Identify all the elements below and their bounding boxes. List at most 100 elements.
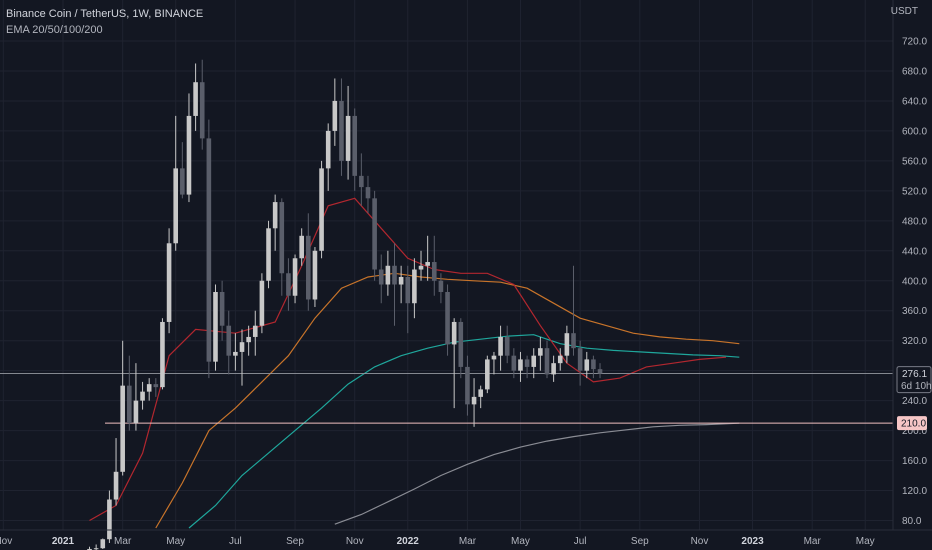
support-price-label: 210.0 <box>901 419 926 430</box>
candle <box>332 78 338 146</box>
candle-body <box>398 277 404 285</box>
time-tick-label: Jul <box>574 536 587 547</box>
candle-body <box>557 355 563 364</box>
candle-body <box>431 262 437 281</box>
price-tick-label: 480.0 <box>902 216 927 227</box>
symbol-title[interactable]: Binance Coin / TetherUS, 1W, BINANCE <box>6 8 204 20</box>
current-price-badge <box>896 366 932 394</box>
indicator-legend[interactable]: EMA 20/50/100/200 <box>6 24 103 36</box>
time-tick-label: Nov <box>346 536 364 547</box>
candle-body <box>438 280 444 292</box>
time-tick-label: Mar <box>804 536 822 547</box>
candle <box>345 85 351 180</box>
candle <box>412 258 417 319</box>
candle <box>259 273 265 334</box>
candle <box>597 363 603 379</box>
price-tick-label: 640.0 <box>902 96 927 107</box>
time-axis: Nov 2021 Mar May Jul Sep Nov 2022 Mar May Jul Sep No… <box>0 529 932 547</box>
time-tick-label: Sep <box>631 536 649 547</box>
candle-body <box>491 355 497 360</box>
price-unit-label: USDT <box>890 6 918 17</box>
candle <box>113 438 119 506</box>
candle-body <box>458 321 464 367</box>
price-tick-label: 680.0 <box>902 66 927 77</box>
candle <box>538 336 543 371</box>
candle-body <box>206 138 212 362</box>
candle <box>524 355 530 379</box>
price-tick-label: 240.0 <box>902 396 927 407</box>
candle <box>418 250 424 281</box>
candle-body <box>93 548 99 550</box>
candle-body <box>564 333 570 356</box>
candle <box>438 273 444 304</box>
time-tick-label: Mar <box>459 536 477 547</box>
candle-body <box>306 235 311 300</box>
candle <box>352 108 358 191</box>
candle <box>445 284 450 356</box>
candle <box>246 325 251 356</box>
current-price-label: 276.1 <box>902 369 927 380</box>
candle-body <box>87 548 92 550</box>
time-tick-label: 2021 <box>52 536 75 547</box>
candle-body <box>538 348 543 356</box>
candle-body <box>385 265 391 285</box>
candle-body <box>140 391 145 401</box>
candle <box>319 160 324 259</box>
candle-body <box>392 265 397 285</box>
candle <box>312 247 318 307</box>
price-tick-label: 560.0 <box>902 156 927 167</box>
time-tick-label: Jul <box>229 536 242 547</box>
candle <box>180 142 185 199</box>
candle <box>306 213 311 311</box>
time-tick-label: May <box>511 536 530 547</box>
candle <box>140 381 145 410</box>
candle-body <box>312 250 318 300</box>
candle <box>584 351 590 379</box>
time-tick-label: Nov <box>0 536 12 547</box>
candle-body <box>180 168 185 195</box>
candle-body <box>405 277 411 304</box>
candle <box>511 348 517 379</box>
candle-body <box>511 355 517 371</box>
price-tick-label: 200.0 <box>902 426 927 437</box>
candle <box>591 355 596 379</box>
candle <box>504 325 510 364</box>
candle <box>485 355 490 394</box>
candle <box>127 355 132 431</box>
candle <box>571 265 576 356</box>
price-tick-label: 440.0 <box>902 246 927 257</box>
candle-body <box>478 389 483 397</box>
candle-body <box>571 333 576 349</box>
candle-body <box>186 115 192 195</box>
candle-body <box>266 228 271 281</box>
candle-body <box>418 265 424 270</box>
candle-body <box>551 363 556 375</box>
candle-body <box>279 202 285 274</box>
candle-body <box>193 82 198 116</box>
candle-body <box>445 291 450 345</box>
candle-body <box>591 359 596 370</box>
candle <box>186 93 192 203</box>
time-tick-label: Sep <box>286 536 304 547</box>
candle <box>266 220 271 289</box>
candle-body <box>272 202 278 229</box>
candle-body <box>339 100 344 161</box>
candle-body <box>471 396 477 405</box>
candle <box>339 78 344 176</box>
candle-body <box>133 400 139 424</box>
candle-body <box>233 351 238 356</box>
candle-body <box>412 269 417 304</box>
candle <box>226 310 232 375</box>
candle-body <box>524 359 530 367</box>
candle <box>544 340 550 379</box>
candle <box>120 340 125 476</box>
candle-body <box>584 359 590 371</box>
candle <box>378 254 384 304</box>
candle <box>478 385 483 409</box>
candle-body <box>498 336 503 356</box>
candles <box>87 59 603 550</box>
time-tick-label: 2023 <box>741 536 764 547</box>
candle <box>173 115 179 251</box>
chart-header: Binance Coin / TetherUS, 1W, BINANCE EMA… <box>6 6 203 38</box>
